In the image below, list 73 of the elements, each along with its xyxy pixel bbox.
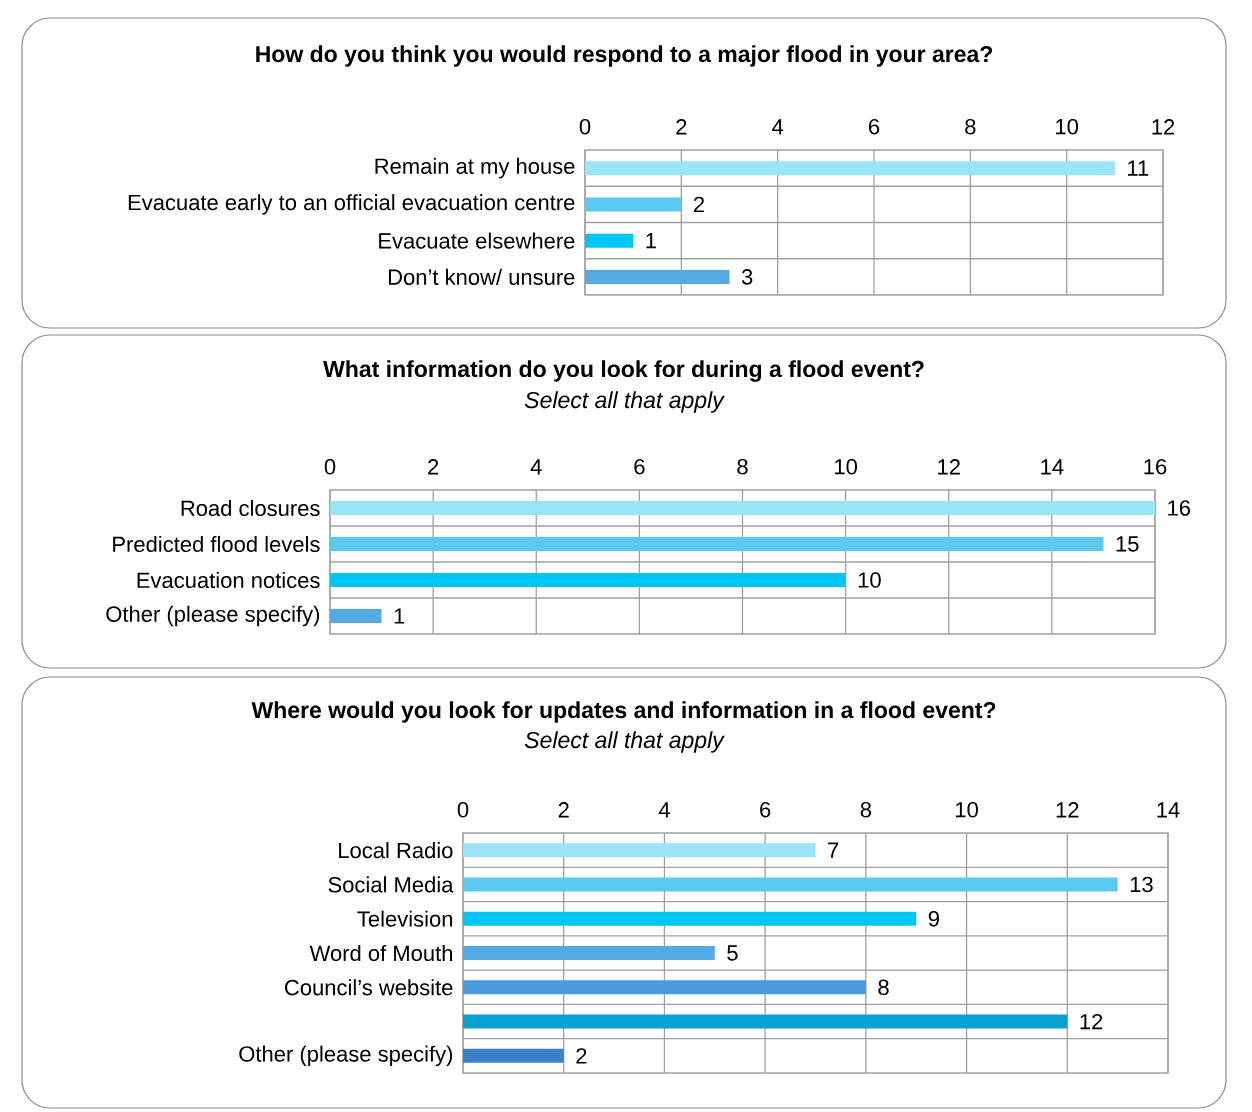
chart-subtitle: Select all that apply (524, 731, 725, 753)
x-tick-label: 12 (938, 459, 960, 475)
x-tick-label: 8 (737, 458, 748, 475)
data-label: 13 (1130, 876, 1153, 893)
data-label: 2 (693, 196, 705, 213)
y-tick-label: Don’t know/ unsure (388, 268, 575, 285)
bar (585, 269, 730, 284)
bar (585, 233, 634, 248)
x-tick-label: 4 (658, 802, 670, 818)
x-tick-label: 12 (1152, 119, 1175, 135)
y-tick-label: Remain at my house (375, 157, 575, 179)
data-label: 12 (1080, 1013, 1103, 1030)
data-label: 15 (1116, 536, 1139, 552)
x-tick-label: 6 (869, 118, 880, 135)
chart-title: What information do you look for during a flood event? (323, 360, 924, 382)
bar (463, 980, 866, 995)
chart-title: How do you think you would respond to a major flood in your area? (256, 45, 993, 67)
bar (330, 609, 382, 623)
x-tick-label: 6 (760, 801, 771, 818)
bar (463, 946, 715, 961)
data-label: 9 (928, 910, 939, 927)
x-tick-label: 2 (558, 802, 569, 818)
x-tick-label: 2 (676, 119, 687, 135)
x-tick-label: 4 (530, 459, 542, 475)
bar (463, 843, 816, 858)
data-label: 10 (858, 572, 881, 588)
data-label: 16 (1168, 500, 1191, 516)
x-tick-label: 4 (772, 119, 784, 135)
y-tick-label: Word of Mouth (309, 944, 453, 962)
data-label: 1 (646, 233, 656, 249)
bar (463, 1014, 1068, 1029)
bar (585, 197, 682, 212)
y-tick-label: Council’s website (285, 979, 453, 996)
y-tick-label: Television (357, 910, 453, 927)
y-tick-label: Social Media (328, 876, 454, 893)
data-label: 5 (727, 945, 738, 961)
x-tick-label: 2 (428, 459, 439, 475)
x-tick-label: 10 (835, 458, 857, 475)
y-tick-label: Predicted flood levels (113, 535, 320, 553)
data-label: 3 (741, 269, 753, 285)
bar (463, 877, 1118, 892)
bar (330, 501, 1156, 516)
data-label: 2 (576, 1048, 587, 1064)
x-tick-label: 14 (1157, 802, 1180, 818)
y-tick-label: Evacuation notices (137, 571, 320, 589)
x-tick-label: 8 (965, 118, 976, 135)
bar (330, 573, 846, 588)
x-tick-label: 0 (324, 458, 336, 475)
x-tick-label: 6 (634, 458, 645, 475)
x-tick-label: 10 (1056, 118, 1079, 135)
data-label: 8 (878, 979, 889, 996)
chart-subtitle: Select all that apply (524, 391, 725, 413)
y-tick-label: Evacuate early to an official evacuation centre (128, 194, 575, 215)
chart-title: Where would you look for updates and information in a flood event? (251, 701, 996, 723)
x-tick-label: 16 (1144, 458, 1167, 475)
x-tick-label: 14 (1041, 459, 1064, 475)
data-label: 11 (1128, 160, 1149, 176)
x-tick-label: 8 (860, 801, 872, 818)
bar (463, 1048, 564, 1063)
x-tick-label: 10 (956, 801, 978, 818)
bar (463, 911, 917, 926)
data-label: 1 (394, 608, 405, 624)
x-tick-label: 0 (457, 801, 469, 818)
bar (330, 537, 1104, 552)
y-tick-label: Road closures (181, 499, 320, 517)
y-tick-label: Local Radio (339, 842, 453, 859)
y-tick-label: Other (please specify) (239, 1045, 453, 1067)
y-tick-label: Evacuate elsewhere (379, 232, 575, 249)
x-tick-label: 0 (579, 118, 591, 135)
x-tick-label: 12 (1056, 802, 1079, 818)
y-tick-label: Other (please specify) (106, 605, 320, 627)
bar (585, 161, 1115, 176)
data-label: 7 (828, 842, 839, 858)
